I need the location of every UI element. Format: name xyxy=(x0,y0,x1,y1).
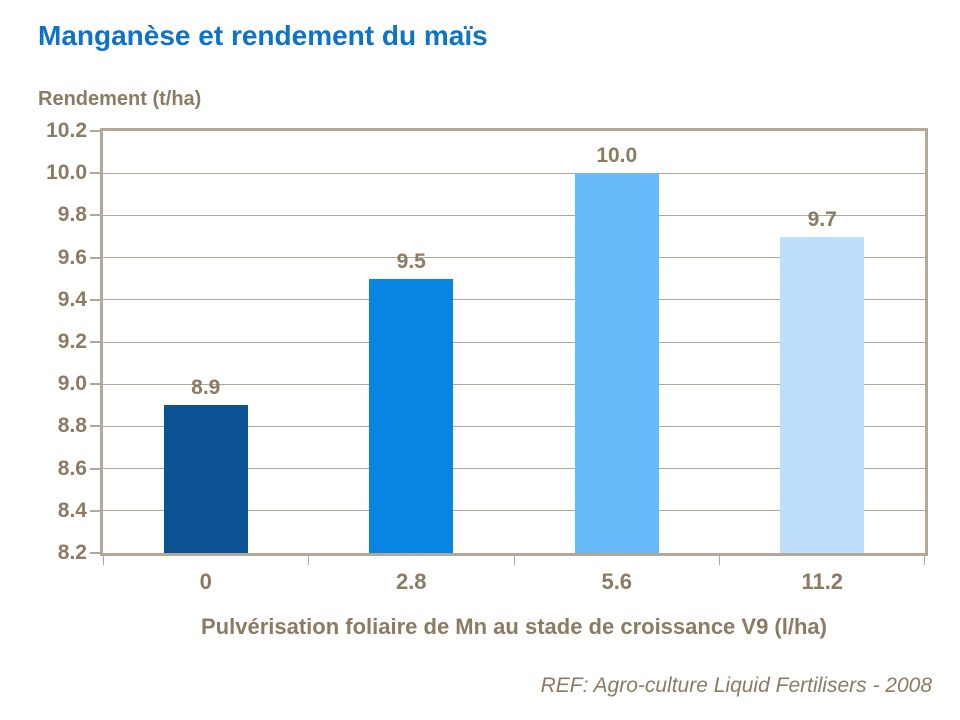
bar-value-label: 9.7 xyxy=(807,207,837,231)
y-tick-label: 9.6 xyxy=(57,245,87,269)
x-axis-title: Pulvérisation foliaire de Mn au stade de… xyxy=(201,614,827,639)
x-tick-label: 11.2 xyxy=(801,569,844,594)
y-axis-tick xyxy=(90,509,100,512)
bar-value-label: 9.5 xyxy=(396,249,426,273)
y-tick-label: 10.0 xyxy=(46,161,87,185)
bar xyxy=(574,173,659,553)
y-tick-label: 10.2 xyxy=(46,119,87,142)
y-tick-label: 8.4 xyxy=(57,498,87,522)
x-axis-tick xyxy=(308,556,309,565)
x-tick-label: 0 xyxy=(199,569,212,594)
gridline xyxy=(103,468,925,470)
y-axis-tick xyxy=(90,298,100,301)
x-tick-label: 2.8 xyxy=(395,569,427,594)
gridline xyxy=(103,214,925,216)
bar xyxy=(369,278,454,553)
gridline xyxy=(103,172,925,174)
y-axis-tick xyxy=(90,552,100,554)
x-axis-tick xyxy=(103,556,104,565)
bar xyxy=(780,236,865,553)
y-tick-label: 8.6 xyxy=(57,456,87,480)
y-axis-tick xyxy=(90,172,100,175)
reference-text: REF: Agro-culture Liquid Fertilisers - 2… xyxy=(540,674,932,697)
bar xyxy=(163,405,248,553)
y-axis-tick xyxy=(90,256,100,259)
x-axis-tick xyxy=(513,556,515,565)
y-tick-label: 9.8 xyxy=(57,203,87,227)
y-axis-tick xyxy=(90,130,100,132)
gridline xyxy=(103,299,925,301)
bar-value-label: 10.0 xyxy=(596,144,638,168)
x-axis-tick xyxy=(719,556,720,565)
gridline xyxy=(103,383,925,385)
bar-value-label: 8.9 xyxy=(191,376,221,400)
y-axis-tick xyxy=(90,214,100,217)
plot-area: 8.2 8.4 8.6 8.8 9.0 9.2 9.4 9.6 9.8 10.0 10.2 8.9 0 9… xyxy=(46,120,928,594)
gridline xyxy=(103,341,925,343)
gridline xyxy=(103,510,925,512)
y-axis-tick xyxy=(90,467,100,470)
x-tick-label: 5.6 xyxy=(601,569,633,594)
y-axis-tick xyxy=(90,383,100,386)
y-tick-label: 9.2 xyxy=(57,330,87,353)
gridline xyxy=(103,425,925,427)
y-axis-tick xyxy=(90,425,100,428)
chart-title: Manganèse et rendement du maïs xyxy=(38,20,488,51)
y-tick-label: 8.8 xyxy=(57,414,87,438)
y-tick-label: 9.0 xyxy=(57,372,87,396)
gridline xyxy=(103,257,925,259)
y-axis-title: Rendement (t/ha) xyxy=(38,88,202,110)
y-tick-label: 8.2 xyxy=(57,541,87,564)
y-tick-label: 9.4 xyxy=(57,287,87,311)
x-axis-tick xyxy=(924,556,925,565)
y-axis-tick xyxy=(90,341,100,343)
